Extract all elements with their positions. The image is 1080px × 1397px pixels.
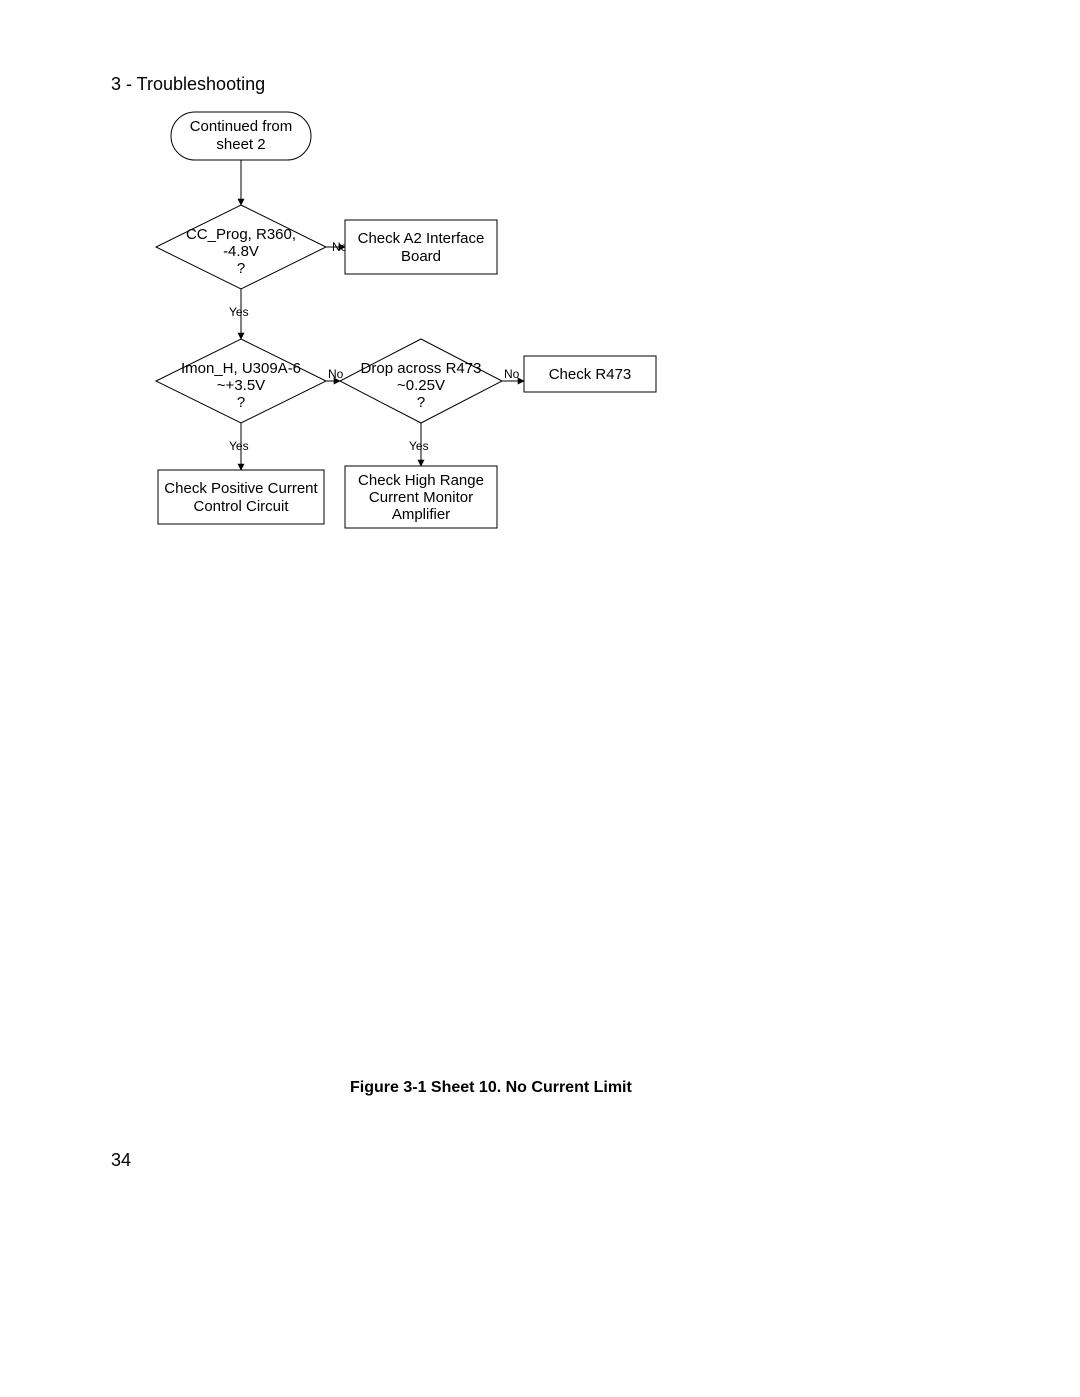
node-d2-line1: Imon_H, U309A-6 xyxy=(181,360,301,377)
edge-label-no-2: No xyxy=(328,367,344,381)
node-d2-line3: ? xyxy=(237,394,245,411)
edge-d3-p4: Yes xyxy=(409,423,429,466)
node-d2: Imon_H, U309A-6 ~+3.5V ? xyxy=(156,339,326,423)
edge-d1-p1: No xyxy=(326,240,348,254)
node-p1-line2: Board xyxy=(401,248,441,265)
edge-d2-p3: Yes xyxy=(229,423,249,470)
edge-label-yes-1: Yes xyxy=(229,305,249,319)
node-d2-line2: ~+3.5V xyxy=(217,377,265,394)
flowchart: No Yes No No Yes Yes xyxy=(80,0,780,560)
node-start-line1: Continued from xyxy=(190,118,293,135)
node-d1-line3: ? xyxy=(237,260,245,277)
node-p4: Check High Range Current Monitor Amplifi… xyxy=(345,466,497,528)
node-p4-line1: Check High Range xyxy=(358,472,484,489)
node-d1-line1: CC_Prog, R360, xyxy=(186,226,296,243)
node-p3-line2: Control Circuit xyxy=(193,498,289,515)
node-d1-line2: -4.8V xyxy=(223,243,259,260)
node-p1: Check A2 Interface Board xyxy=(345,220,497,274)
page: 3 - Troubleshooting No Yes No xyxy=(0,0,1080,1397)
figure-caption: Figure 3-1 Sheet 10. No Current Limit xyxy=(350,1079,632,1097)
node-d3-line1: Drop across R473 xyxy=(361,360,482,377)
node-p2-line1: Check R473 xyxy=(549,366,632,383)
node-d3-line3: ? xyxy=(417,394,425,411)
node-start: Continued from sheet 2 xyxy=(171,112,311,160)
node-start-line2: sheet 2 xyxy=(216,136,265,153)
node-p4-line3: Amplifier xyxy=(392,506,450,523)
edge-label-yes-2: Yes xyxy=(229,439,249,453)
node-p1-line1: Check A2 Interface xyxy=(358,230,485,247)
node-d3-line2: ~0.25V xyxy=(397,377,445,394)
edge-d2-d3: No xyxy=(326,367,344,381)
edge-d1-d2: Yes xyxy=(229,289,249,339)
edge-label-yes-3: Yes xyxy=(409,439,429,453)
edge-label-no-3: No xyxy=(504,367,520,381)
node-d1: CC_Prog, R360, -4.8V ? xyxy=(156,205,326,289)
node-p3-line1: Check Positive Current xyxy=(164,480,318,497)
edge-d3-p2: No xyxy=(502,367,524,381)
node-p2: Check R473 xyxy=(524,356,656,392)
node-p3: Check Positive Current Control Circuit xyxy=(158,470,324,524)
node-d3: Drop across R473 ~0.25V ? xyxy=(340,339,502,423)
node-p4-line2: Current Monitor xyxy=(369,489,473,506)
page-number: 34 xyxy=(111,1150,131,1171)
